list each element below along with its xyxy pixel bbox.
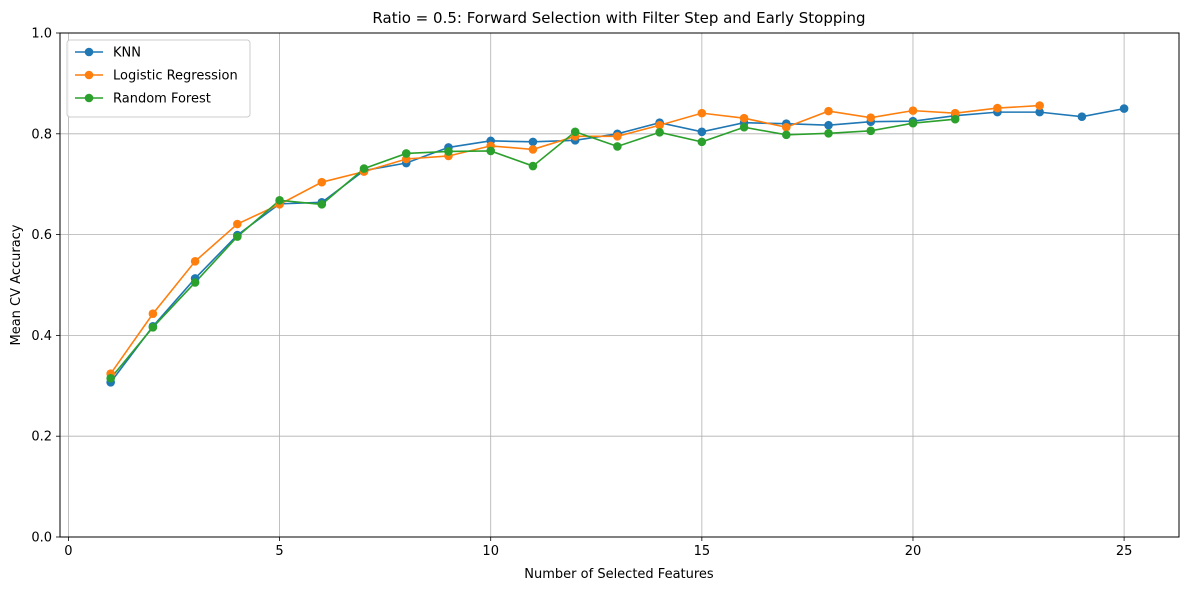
legend-label-logistic-regression: Logistic Regression (113, 69, 238, 84)
legend-marker-random-forest (84, 93, 94, 103)
data-point-random-forest-5 (275, 196, 284, 205)
data-point-logistic-regression-6 (317, 177, 327, 187)
data-point-random-forest-17 (781, 130, 791, 140)
legend-label-random-forest: Random Forest (113, 92, 211, 107)
data-point-knn-24 (1077, 112, 1087, 121)
data-point-random-forest-21 (950, 114, 960, 124)
data-point-random-forest-10 (486, 146, 496, 156)
data-point-random-forest-16 (739, 122, 749, 132)
data-point-logistic-regression-2 (148, 309, 158, 319)
x-tick-label-1: 5 (275, 544, 283, 559)
data-point-logistic-regression-22 (993, 103, 1002, 113)
legend-label-knn: KNN (113, 46, 141, 61)
data-point-random-forest-6 (317, 200, 327, 209)
data-point-logistic-regression-18 (824, 106, 833, 116)
data-point-logistic-regression-11 (528, 145, 538, 154)
chart-title: Ratio = 0.5: Forward Selection with Filt… (372, 9, 865, 27)
data-point-logistic-regression-14 (655, 120, 664, 130)
y-tick-label-3: 0.6 (31, 228, 52, 243)
x-axis-label: Number of Selected Features (524, 567, 714, 582)
data-point-random-forest-2 (148, 323, 158, 332)
data-point-logistic-regression-19 (866, 113, 876, 122)
data-point-random-forest-15 (697, 137, 707, 147)
data-point-random-forest-13 (613, 142, 622, 151)
x-tick-label-0: 0 (64, 544, 72, 559)
data-point-knn-18 (824, 120, 833, 130)
x-tick-label-2: 10 (482, 544, 499, 559)
y-tick-label-0: 0.0 (31, 531, 52, 546)
data-point-knn-11 (528, 137, 538, 147)
legend-box (66, 39, 251, 118)
data-point-random-forest-20 (908, 118, 918, 128)
x-tick-label-4: 20 (905, 544, 922, 559)
data-point-random-forest-8 (401, 149, 411, 158)
data-point-logistic-regression-21 (950, 108, 960, 118)
x-tick-label-3: 15 (694, 544, 711, 559)
data-point-logistic-regression-4 (233, 219, 242, 229)
data-point-random-forest-1 (106, 373, 115, 383)
legend-marker-logistic-regression (84, 70, 94, 80)
y-tick-label-4: 0.8 (31, 127, 52, 142)
data-point-logistic-regression-13 (613, 132, 622, 141)
data-point-logistic-regression-20 (908, 106, 918, 115)
data-point-random-forest-4 (233, 232, 242, 241)
x-tick-label-5: 25 (1116, 544, 1133, 559)
plot-frame (59, 32, 1180, 538)
legend-marker-knn (84, 47, 94, 57)
data-point-knn-25 (1119, 104, 1129, 113)
data-point-random-forest-18 (824, 128, 833, 138)
data-point-logistic-regression-23 (1035, 101, 1044, 110)
legend: KNN Logistic Regression Random Forest (66, 39, 251, 118)
y-tick-label-1: 0.2 (31, 430, 52, 445)
data-point-knn-23 (1035, 107, 1044, 117)
data-point-random-forest-19 (866, 126, 876, 136)
data-point-random-forest-9 (444, 147, 453, 156)
data-point-logistic-regression-16 (739, 113, 749, 123)
y-axis-label: Mean CV Accuracy (9, 224, 24, 345)
y-tick-label-5: 1.0 (31, 27, 52, 42)
data-point-random-forest-14 (655, 127, 664, 137)
data-point-random-forest-7 (359, 164, 369, 173)
data-point-logistic-regression-3 (190, 257, 200, 266)
data-point-logistic-regression-15 (697, 108, 707, 118)
series-points (106, 101, 1129, 387)
y-tick-label-2: 0.4 (31, 329, 52, 344)
y-axis-ticks: 0.0 0.2 0.4 0.6 0.8 1.0 (31, 27, 60, 546)
data-point-knn-15 (697, 127, 707, 137)
data-point-random-forest-3 (190, 278, 200, 287)
data-point-logistic-regression-17 (781, 122, 791, 132)
data-point-random-forest-12 (570, 127, 580, 137)
x-axis-ticks: 0 5 10 15 20 25 (64, 537, 1132, 559)
data-point-random-forest-11 (528, 161, 538, 171)
